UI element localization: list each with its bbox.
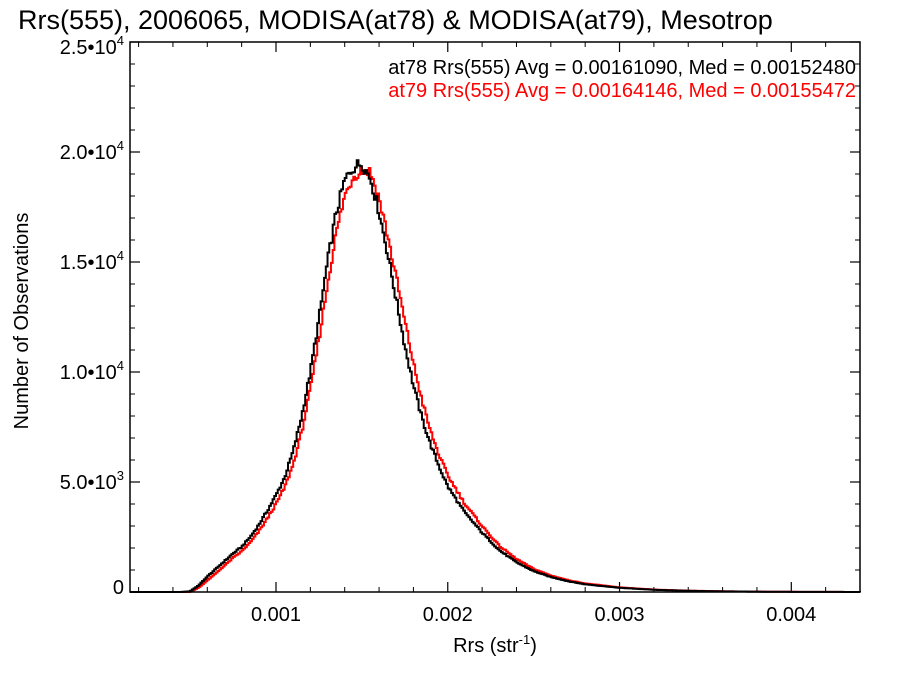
y-tick-exponent: 4 bbox=[117, 248, 124, 263]
x-tick-label: 0.004 bbox=[766, 604, 816, 626]
y-tick-exponent: 4 bbox=[117, 33, 124, 48]
series-line bbox=[130, 159, 861, 593]
x-axis-label-main: Rrs (str bbox=[453, 635, 519, 657]
y-axis-label-group: Number of Observations bbox=[11, 213, 33, 430]
y-tick-label: 2.5•104 bbox=[60, 33, 124, 59]
y-tick-mantissa: 1.0•10 bbox=[60, 362, 117, 384]
x-axis-label-superscript: -1 bbox=[519, 632, 531, 647]
y-axis-label: Number of Observations bbox=[11, 213, 33, 430]
x-axis-label-close: ) bbox=[530, 635, 537, 657]
x-axis-label: Rrs (str-1) bbox=[453, 632, 537, 657]
x-tick-label: 0.001 bbox=[251, 604, 301, 626]
x-tick-label: 0.002 bbox=[423, 604, 473, 626]
plot-frame bbox=[129, 41, 861, 593]
stats-annotation: at79 Rrs(555) Avg = 0.00164146, Med = 0.… bbox=[388, 80, 856, 102]
y-tick-label: 0 bbox=[113, 577, 124, 599]
y-tick-mantissa: 5.0•10 bbox=[60, 472, 117, 494]
annotations-layer: at78 Rrs(555) Avg = 0.00161090, Med = 0.… bbox=[388, 57, 856, 102]
y-tick-mantissa: 2.5•10 bbox=[60, 37, 117, 59]
y-tick-mantissa: 1.5•10 bbox=[60, 252, 117, 274]
series-line bbox=[130, 166, 861, 593]
y-tick-exponent: 4 bbox=[117, 358, 124, 373]
series-layer bbox=[130, 159, 861, 593]
ticks-layer: 0.001 0.002 0.003 0.00405.0•1031.0•1041.5•1… bbox=[60, 33, 861, 626]
y-tick-exponent: 3 bbox=[117, 468, 124, 483]
y-tick-exponent: 4 bbox=[117, 138, 124, 153]
y-tick-label: 1.0•104 bbox=[60, 358, 124, 384]
y-tick-label: 5.0•103 bbox=[60, 468, 124, 494]
y-tick-label: 1.5•104 bbox=[60, 248, 124, 274]
chart-title: Rrs(555), 2006065, MODISA(at78) & MODISA… bbox=[18, 5, 773, 35]
x-tick-label: 0.003 bbox=[594, 604, 644, 626]
y-tick-mantissa: 2.0•10 bbox=[60, 142, 117, 164]
y-tick-mantissa: 0 bbox=[113, 577, 124, 599]
y-tick-label: 2.0•104 bbox=[60, 138, 124, 164]
stats-annotation: at78 Rrs(555) Avg = 0.00161090, Med = 0.… bbox=[388, 57, 856, 79]
